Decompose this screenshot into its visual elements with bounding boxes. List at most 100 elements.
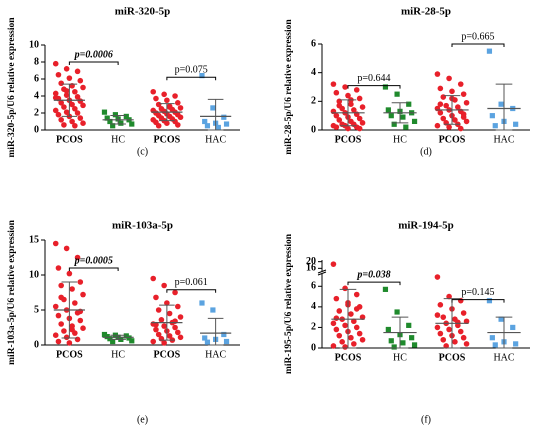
error-bar [159,304,175,341]
p-value: p=0.145 [461,287,494,298]
data-point [52,94,59,101]
data-point [52,90,59,97]
data-point [161,323,167,329]
data-point [58,282,64,289]
y-axis-label: miR-195-5p/U6 relative expression [284,233,294,374]
data-point [66,340,73,346]
chart-title: miR-103a-5p [112,220,173,232]
data-point [440,314,447,320]
data-point [61,122,67,128]
data-point [513,341,519,347]
data-point [385,326,391,333]
data-point [403,124,409,130]
data-point [440,336,447,343]
data-point [437,302,444,308]
data-point [52,332,59,339]
data-point [382,286,389,292]
data-point [166,104,173,110]
significance-bracket [68,61,119,65]
y-tick-label: 5 [34,304,39,315]
x-tick-label: PCOS [56,134,83,145]
y-tick-label: 2 [311,322,316,333]
data-point [153,326,159,333]
data-point [394,91,400,97]
x-tick-label: HC [393,352,407,363]
data-point [437,101,444,107]
error-bar [495,316,513,349]
data-point [104,334,110,340]
y-tick-label: 2 [34,107,39,118]
data-point [333,112,340,119]
data-point [150,338,157,345]
y-tick-label: 0 [34,339,39,350]
data-point [172,289,178,296]
data-point [164,97,170,104]
data-point [437,110,444,116]
x-tick-label: PCOS [439,134,466,145]
data-point [434,122,441,129]
p-value: p=0.0006 [74,49,113,60]
data-point [80,84,86,91]
error-bar [495,83,513,131]
error-bar [61,281,78,339]
data-point [80,291,86,298]
data-point [174,303,181,310]
data-point [353,324,360,331]
y-tick-label: 4 [311,301,316,312]
x-tick-label: PCOS [154,134,181,145]
data-point [330,343,337,349]
y-tick-label: 20 [306,256,316,267]
error-bar [443,298,461,349]
data-point [55,312,62,319]
data-point [74,110,81,116]
data-point [177,334,184,341]
data-point [164,300,170,306]
data-point [58,117,64,123]
data-point [223,121,230,127]
data-point [63,66,70,72]
data-point [457,328,464,335]
data-point [359,336,366,343]
data-point [72,122,78,129]
y-axis-label: miR-28-5p/U6 relative expression [284,19,294,155]
x-tick-label: PCOS [439,352,466,363]
data-point [80,325,86,332]
data-point [356,330,363,337]
data-point [202,118,208,125]
data-point [210,105,216,111]
data-point [177,105,184,111]
data-point [172,93,178,99]
error-bar [159,103,175,122]
data-point [443,343,449,349]
error-bar [207,98,224,131]
x-tick-label: HC [111,349,125,360]
data-point [172,324,178,331]
x-tick-label: PCOS [154,349,181,360]
data-point [74,254,81,261]
data-point [457,81,464,87]
error-bar [443,95,461,125]
data-point [339,339,345,345]
data-point [437,330,444,337]
data-point [351,318,357,325]
data-point [77,77,84,84]
error-bar [339,99,357,127]
data-point [513,121,519,127]
p-value: p=0.038 [356,269,390,280]
data-point [345,92,351,99]
y-tick-label: 10 [29,269,39,280]
data-point [174,122,181,128]
data-point [353,87,360,93]
data-point [353,306,360,312]
data-point [202,335,208,341]
y-tick-label: 4 [311,67,316,78]
data-point [166,333,173,339]
data-point [72,88,78,95]
data-point [463,318,470,325]
data-point [63,109,70,115]
data-point [330,81,337,87]
data-point [166,310,173,317]
data-point [58,321,64,327]
data-point [489,113,495,119]
data-point [80,120,86,126]
